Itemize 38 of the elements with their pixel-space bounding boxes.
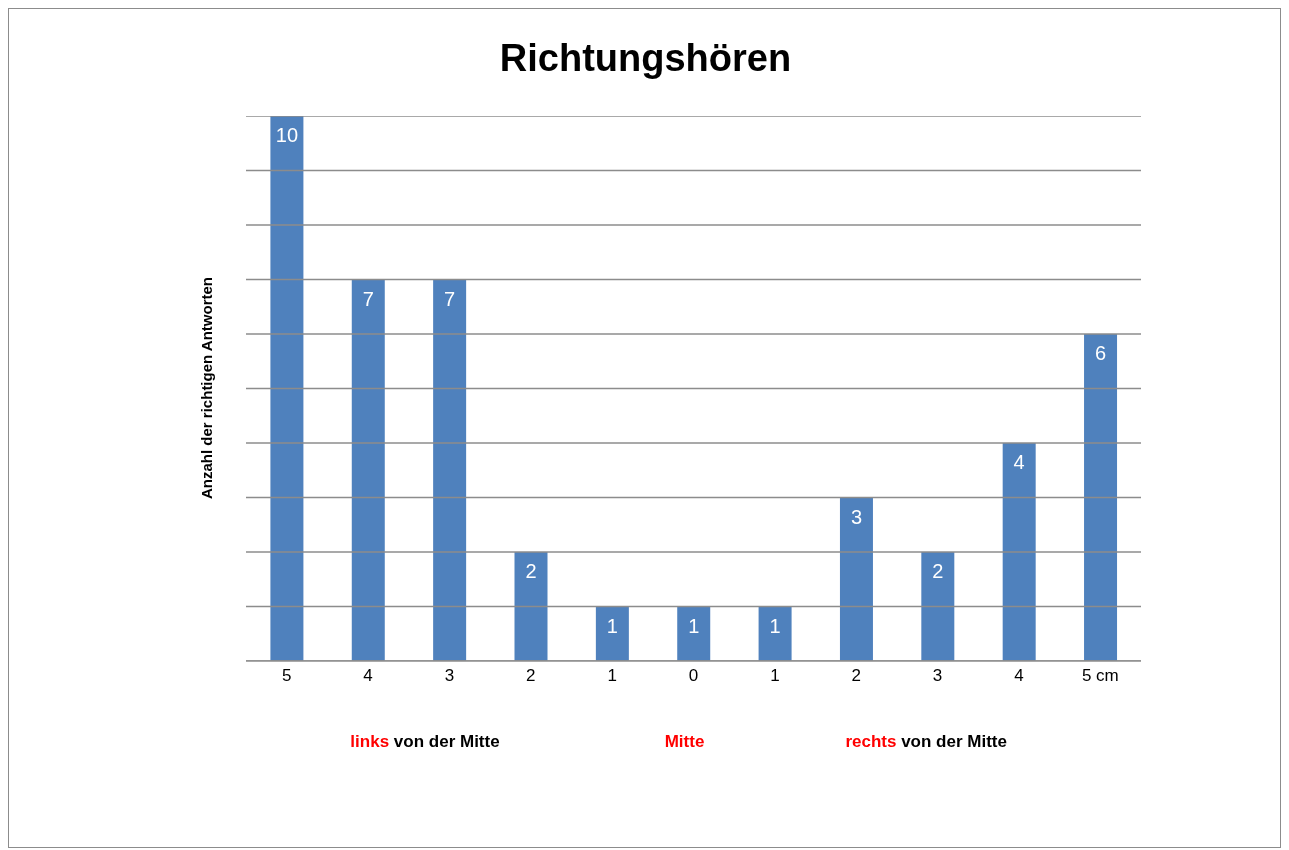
data-label: 3	[850, 505, 863, 528]
x-tick-label: 5	[281, 666, 292, 686]
bar	[1002, 443, 1036, 661]
x-tick-label: 2	[526, 666, 536, 686]
text: rechts von der Mitte	[845, 732, 1007, 751]
text: Mitte	[664, 732, 705, 751]
data-label: 7	[444, 287, 456, 310]
x-tick-label: 1	[770, 666, 780, 686]
bar	[270, 116, 304, 661]
data-label: 1	[606, 614, 618, 637]
bar	[514, 552, 548, 661]
x-tick-label: 2	[851, 666, 861, 686]
data-label: 4	[1013, 451, 1025, 474]
bar	[433, 279, 467, 661]
data-label: 10	[275, 124, 299, 147]
x-tick-label: 3	[932, 666, 943, 686]
bar	[758, 606, 792, 661]
x-tick-label: 3	[444, 666, 455, 686]
x-tick-label: 4	[1014, 666, 1024, 686]
x-tick-label: 0	[688, 666, 699, 686]
bar	[351, 279, 385, 661]
bar	[1084, 334, 1118, 661]
chart-title: Richtungshören	[498, 37, 793, 80]
bar	[839, 497, 873, 661]
data-label: 1	[769, 614, 781, 637]
x-tick-label: 1	[607, 666, 617, 686]
data-label: 2	[932, 560, 944, 583]
data-label: 6	[1094, 342, 1107, 365]
bar	[677, 606, 711, 661]
x-tick-label: 5 cm	[1081, 666, 1119, 686]
x-tick-label: 4	[363, 666, 373, 686]
y-axis-title: Anzahl der richtigen Antworten	[197, 277, 215, 499]
data-label: 1	[688, 614, 700, 637]
text: links von der Mitte	[350, 732, 500, 751]
bar	[921, 552, 955, 661]
bar	[595, 606, 629, 661]
data-label: 2	[525, 560, 537, 583]
data-label: 7	[362, 287, 374, 310]
